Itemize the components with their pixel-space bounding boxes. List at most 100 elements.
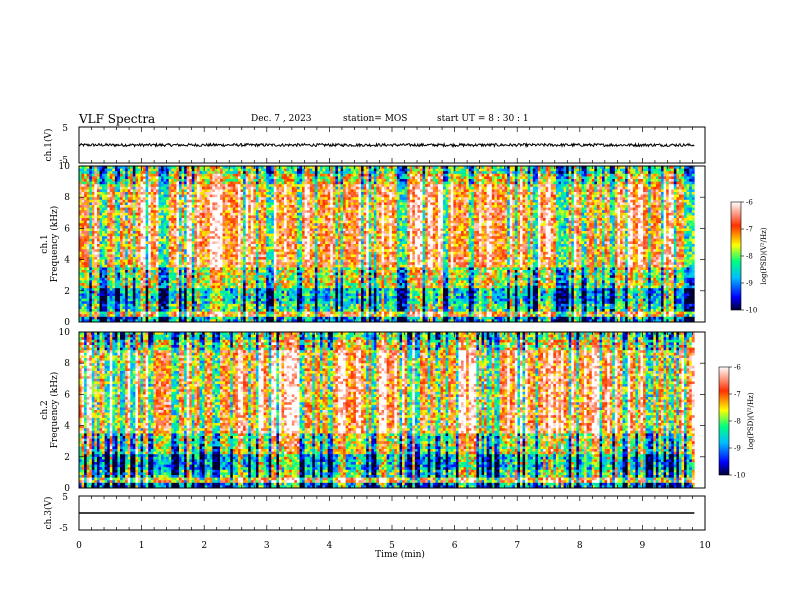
- spectrogram-cell: [94, 192, 98, 195]
- spectrogram-cell: [217, 176, 221, 180]
- spectrogram-cell: [150, 244, 154, 247]
- spectrogram-cell: [153, 189, 157, 193]
- spectrogram-cell: [245, 254, 249, 258]
- spectrogram-cell: [214, 288, 218, 292]
- spectrogram-cell: [243, 194, 246, 198]
- spectrogram-cell: [117, 319, 121, 323]
- spectrogram-cell: [140, 199, 144, 203]
- spectrogram-cell: [276, 309, 280, 312]
- spectrogram-cell: [99, 267, 103, 271]
- spectrogram-cell: [237, 246, 241, 250]
- spectrogram-cell: [225, 228, 229, 232]
- spectrogram-cell: [199, 275, 203, 279]
- spectrogram-cell: [235, 168, 239, 172]
- spectrogram-cell: [273, 280, 277, 284]
- spectrogram-cell: [127, 231, 131, 234]
- spectrogram-cell: [132, 197, 136, 201]
- spectrogram-cell: [181, 319, 185, 323]
- spectrogram-cell: [237, 267, 241, 271]
- spectrogram-cell: [148, 246, 152, 250]
- spectrogram-cell: [253, 290, 257, 294]
- spectrogram-cell: [153, 212, 157, 216]
- spectrogram-cell: [181, 309, 185, 312]
- spectrogram-cell: [286, 215, 290, 219]
- spectrogram-cell: [163, 220, 167, 224]
- spectrogram-cell: [176, 168, 180, 172]
- spectrogram-cell: [81, 267, 85, 271]
- spectrogram-cell: [281, 181, 285, 185]
- spectrogram-cell: [102, 283, 105, 286]
- spectrogram-cell: [127, 194, 131, 198]
- spectrogram-cell: [220, 186, 223, 190]
- spectrogram-cell: [222, 205, 226, 208]
- spectrogram-cell: [125, 179, 129, 182]
- spectrogram-cell: [109, 249, 113, 253]
- spectrogram-cell: [248, 171, 252, 175]
- spectrogram-cell: [286, 244, 290, 247]
- spectrogram-cell: [155, 277, 159, 281]
- spectrogram-cell: [284, 238, 287, 242]
- spectrogram-cell: [191, 262, 195, 266]
- spectrogram-cell: [248, 184, 252, 188]
- spectrogram-cell: [255, 238, 259, 242]
- spectrogram-cell: [132, 192, 136, 195]
- spectrogram-cell: [135, 275, 139, 279]
- spectrogram-cell: [143, 176, 146, 180]
- spectrogram-cell: [153, 251, 157, 255]
- spectrogram-cell: [79, 246, 82, 250]
- spectrogram-cell: [122, 202, 126, 206]
- spectrogram-cell: [204, 199, 208, 203]
- spectrogram-cell: [140, 228, 144, 232]
- spectrogram-cell: [155, 210, 159, 214]
- spectrogram-cell: [84, 246, 87, 250]
- spectrogram-cell: [212, 257, 216, 260]
- spectrogram-cell: [271, 293, 275, 297]
- spectrogram-cell: [268, 257, 272, 260]
- spectrogram-cell: [86, 236, 90, 240]
- spectrogram-cell: [273, 189, 277, 193]
- spectrogram-cell: [225, 220, 229, 224]
- spectrogram-cell: [220, 301, 223, 305]
- spectrogram-cell: [204, 311, 208, 315]
- spectrogram-cell: [107, 228, 111, 232]
- spectrogram-cell: [102, 218, 105, 221]
- spectrogram-cell: [194, 192, 198, 195]
- spectrogram-cell: [289, 173, 293, 177]
- spectrogram-cell: [99, 171, 103, 175]
- spectrogram-cell: [255, 254, 259, 258]
- spectrogram-cell: [168, 236, 172, 240]
- spectrogram-cell: [184, 298, 187, 302]
- spectrogram-cell: [168, 176, 172, 180]
- spectrogram-cell: [166, 311, 170, 315]
- spectrogram-cell: [212, 264, 216, 268]
- spectrogram-cell: [81, 254, 85, 258]
- spectrogram-cell: [163, 202, 167, 206]
- spectrogram-cell: [176, 181, 180, 185]
- spectrogram-cell: [232, 309, 236, 312]
- spectrogram-cell: [148, 267, 152, 271]
- spectrogram-cell: [79, 205, 82, 208]
- spectrogram-cell: [196, 205, 200, 208]
- spectrogram-cell: [150, 285, 154, 289]
- spectrogram-cell: [184, 241, 187, 245]
- spectrogram-cell: [240, 197, 244, 201]
- spectrogram-cell: [127, 293, 131, 297]
- spectrogram-cell: [199, 246, 203, 250]
- spectrogram-cell: [220, 179, 223, 182]
- spectrogram-cell: [268, 311, 272, 315]
- spectrogram-cell: [189, 181, 193, 185]
- spectrogram-cell: [168, 254, 172, 258]
- spectrogram-cell: [114, 309, 118, 312]
- spectrogram-cell: [161, 283, 164, 286]
- spectrogram-cell: [117, 254, 121, 258]
- spectrogram-cell: [186, 314, 190, 318]
- spectrogram-cell: [79, 277, 82, 281]
- spectrogram-cell: [140, 192, 144, 195]
- spectrogram-cell: [158, 288, 162, 292]
- spectrogram-cell: [199, 212, 203, 216]
- spectrogram-cell: [276, 176, 280, 180]
- spectrogram-cell: [166, 264, 170, 268]
- spectrogram-cell: [281, 218, 285, 221]
- spectrogram-cell: [112, 306, 116, 310]
- spectrogram-cell: [181, 301, 185, 305]
